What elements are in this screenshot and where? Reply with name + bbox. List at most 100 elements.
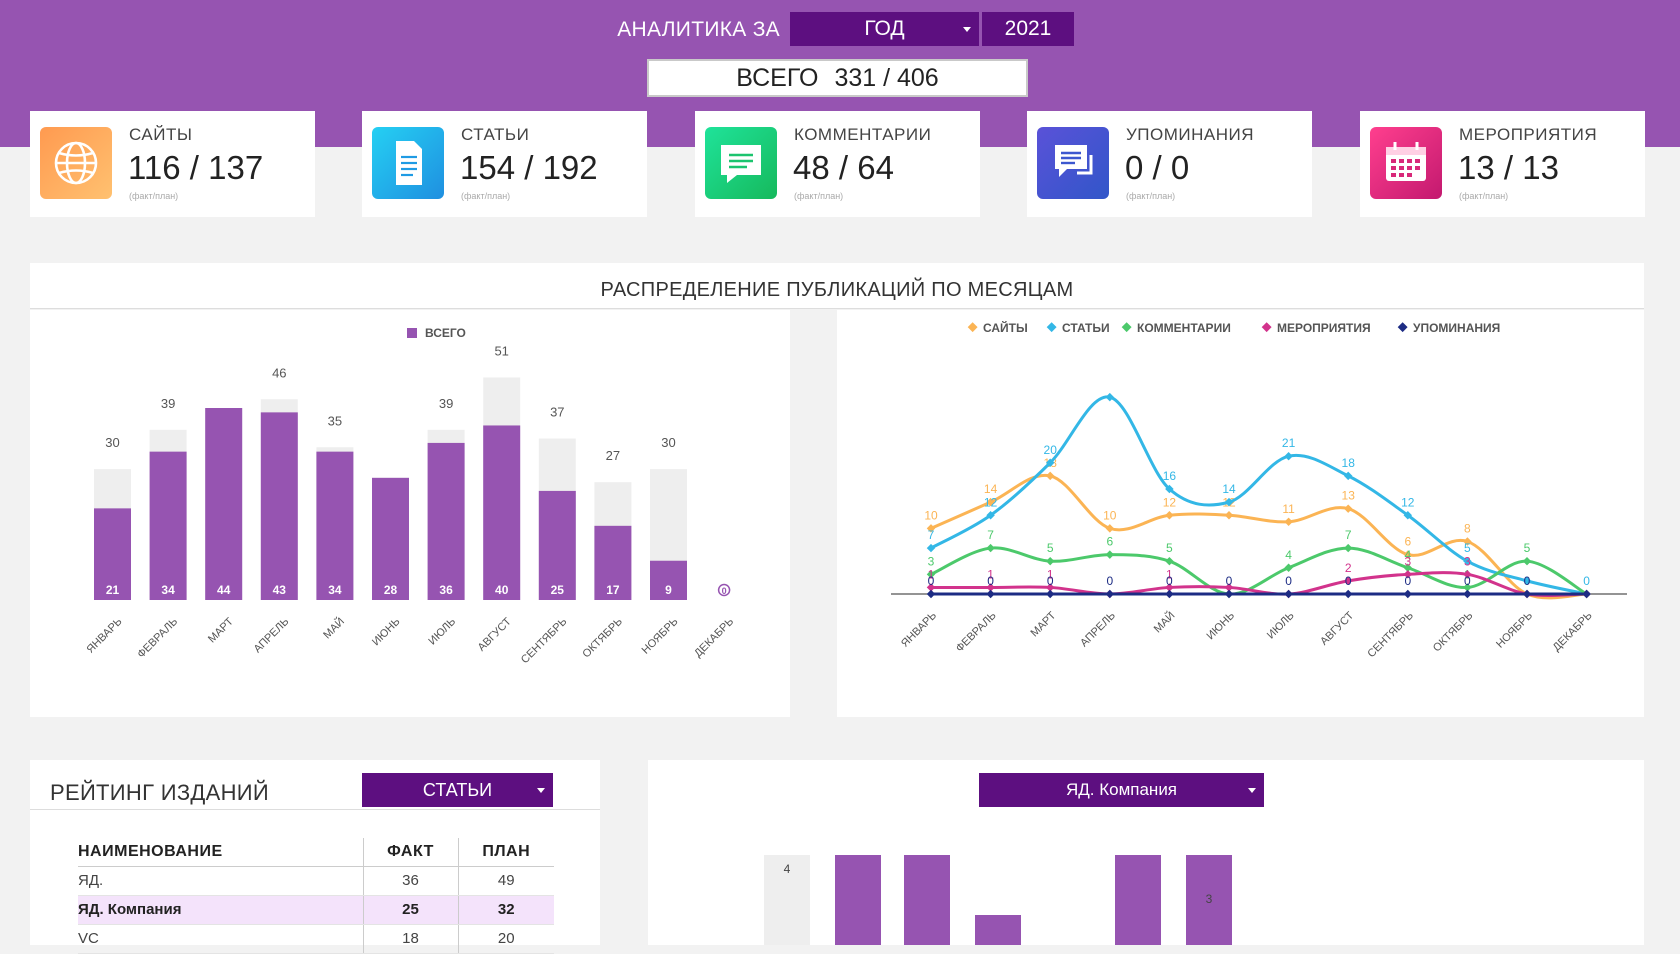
fact-bar	[316, 451, 354, 600]
series-point	[1105, 550, 1115, 559]
series-point	[1284, 451, 1293, 461]
x-tick-label: СЕНТЯБРЬ	[519, 616, 570, 667]
bar-chart-panel: ВСЕГО 21 30 ЯНВАРЬ 34 39 ФЕВРАЛЬ 44 МАРТ 43 46 АПРЕ…	[30, 310, 790, 717]
table-row[interactable]: VC 18 20	[78, 924, 554, 954]
kpi-card-articles[interactable]: СТАТЬИ 154 / 192 (факт/план)	[362, 111, 647, 217]
point-label: 0	[987, 574, 994, 588]
kpi-card-events[interactable]: МЕРОПРИЯТИЯ 13 / 13 (факт/план)	[1360, 111, 1645, 217]
point-label: 6	[1404, 535, 1411, 549]
section-title: РАСПРЕДЕЛЕНИЕ ПУБЛИКАЦИЙ ПО МЕСЯЦАМ	[30, 263, 1644, 309]
table-row-selected[interactable]: ЯД. Компания 25 32	[78, 895, 554, 925]
plan-label: 27	[606, 448, 620, 463]
plan-label: 35	[328, 413, 342, 428]
fact-label: 25	[551, 583, 565, 597]
monthly-type-line-chart: САЙТЫ СТАТЬИ КОММЕНТАРИИ МЕРОПРИЯТИЯ УПОМИНА…	[891, 320, 1627, 661]
zero-marker	[717, 583, 731, 597]
bar-label: 3	[1206, 892, 1213, 906]
x-tick-label: МАРТ	[1029, 609, 1059, 639]
plan-label: 46	[272, 365, 286, 380]
x-tick-label: ЯНВАРЬ	[84, 616, 124, 656]
fact-bar	[904, 855, 950, 945]
x-tick-label: ОКТЯБРЬ	[1431, 610, 1476, 655]
bar-label: 4	[784, 862, 791, 876]
series-point	[1343, 471, 1353, 481]
fact-label: 36	[439, 583, 453, 597]
series-point	[1105, 524, 1115, 533]
plan-label: 51	[494, 343, 508, 358]
row-plan: 32	[457, 895, 554, 925]
plan-label: 37	[550, 405, 564, 420]
series-point	[1403, 511, 1413, 520]
point-label: 0	[1464, 574, 1471, 588]
legend-marker	[1046, 322, 1057, 333]
total-box: ВСЕГО 331 / 406	[647, 59, 1028, 97]
legend-marker	[1121, 322, 1132, 333]
point-label: 14	[984, 482, 998, 496]
legend-label: КОММЕНТАРИИ	[1137, 321, 1231, 335]
period-select[interactable]: ГОД	[790, 12, 979, 46]
kpi-card-comments[interactable]: КОММЕНТАРИИ 48 / 64 (факт/план)	[695, 111, 980, 217]
point-label: 0	[1106, 574, 1113, 588]
x-tick-label: ИЮЛЬ	[1265, 610, 1297, 642]
company-filter-select[interactable]: ЯД. Компания	[979, 773, 1264, 807]
series-point	[1284, 517, 1293, 527]
col-fact: ФАКТ	[362, 838, 458, 867]
series-point	[1045, 471, 1055, 481]
point-label: 1	[987, 567, 994, 581]
company-bar-chart: 43	[764, 855, 1232, 945]
fact-label: 34	[161, 583, 175, 597]
point-label: 12	[1401, 495, 1415, 509]
point-label: 7	[1345, 528, 1352, 542]
row-plan: 49	[457, 866, 554, 896]
kpi-label: САЙТЫ	[129, 125, 193, 144]
x-tick-label: АПРЕЛЬ	[1078, 610, 1118, 650]
series-point	[1343, 504, 1353, 513]
point-label: 12	[1163, 495, 1177, 509]
chevron-down-icon	[1248, 788, 1256, 793]
point-label: 7	[928, 528, 935, 542]
series-point	[1105, 392, 1115, 402]
series-point	[1343, 543, 1353, 553]
point-label: 5	[1524, 541, 1531, 555]
plan-label: 30	[105, 435, 119, 450]
point-label: 3	[1404, 554, 1411, 568]
series-point	[986, 497, 995, 507]
rating-filter-value: СТАТЬИ	[422, 780, 493, 800]
kpi-card-mentions[interactable]: УПОМИНАНИЯ 0 / 0 (факт/план)	[1027, 111, 1312, 217]
legend-marker	[1397, 322, 1408, 333]
point-label: 3	[1464, 554, 1471, 568]
x-tick-label: СЕНТЯБРЬ	[1365, 610, 1416, 661]
rating-filter-select[interactable]: СТАТЬИ	[362, 773, 553, 807]
total-value: 331 / 406	[834, 64, 939, 92]
x-tick-label: МАЙ	[1151, 609, 1177, 635]
kpi-label: МЕРОПРИЯТИЯ	[1459, 125, 1598, 144]
point-label: 1	[1047, 567, 1054, 581]
year-select[interactable]: 2021	[982, 12, 1074, 46]
legend-marker	[967, 322, 978, 333]
series-line	[930, 473, 1587, 600]
x-tick-label: ФЕВРАЛЬ	[954, 610, 999, 655]
point-label: 0	[1583, 574, 1590, 588]
point-label: 5	[1464, 541, 1471, 555]
speech-bubble-icon	[1037, 127, 1109, 199]
table-row[interactable]: ЯД. 36 49	[78, 866, 554, 896]
series-point	[1403, 570, 1413, 579]
fact-bar	[260, 412, 298, 600]
analytics-title: АНАЛИТИКА ЗА	[617, 18, 780, 41]
point-label: 12	[984, 495, 998, 509]
legend-label: САЙТЫ	[983, 320, 1028, 335]
fact-label: 28	[384, 583, 398, 597]
series-point	[1463, 589, 1472, 599]
x-tick-label: ИЮНЬ	[1204, 610, 1237, 643]
rating-table: НАИМЕНОВАНИЕ ФАКТ ПЛАН ЯД. 36 49 ЯД. Ком…	[78, 838, 554, 954]
point-label: 14	[1222, 482, 1236, 496]
kpi-card-sites[interactable]: САЙТЫ 116 / 137 (факт/план)	[30, 111, 315, 217]
line-chart-panel: САЙТЫ СТАТЬИ КОММЕНТАРИИ МЕРОПРИЯТИЯ УПОМИНА…	[837, 310, 1644, 717]
legend-swatch	[407, 328, 417, 338]
x-tick-label: ФЕВРАЛЬ	[135, 616, 180, 661]
document-icon	[372, 127, 444, 199]
fact-bar	[650, 560, 687, 600]
series-point	[986, 511, 995, 520]
row-fact: 25	[362, 895, 458, 925]
